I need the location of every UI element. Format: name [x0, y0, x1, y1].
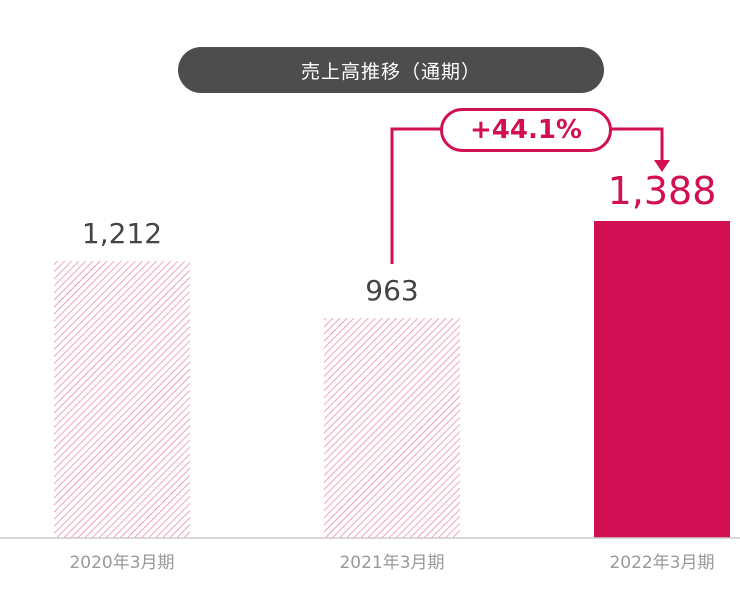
x-tick-label-3: 2022年3月期: [609, 553, 715, 573]
bar-2: [324, 318, 460, 538]
arrow-down-icon: [654, 160, 670, 172]
chart-title: 売上高推移（通期）: [178, 47, 604, 93]
value-label-3: 1,388: [607, 169, 717, 213]
bar-1: [54, 261, 190, 538]
x-tick-label-1: 2020年3月期: [69, 553, 175, 573]
growth-rate-badge: +44.1%: [440, 108, 612, 152]
bar-3: [594, 221, 730, 538]
value-label-1: 1,212: [81, 217, 163, 251]
value-label-2: 963: [365, 274, 419, 308]
x-tick-label-2: 2021年3月期: [339, 553, 445, 573]
growth-connector-line: [390, 127, 664, 264]
